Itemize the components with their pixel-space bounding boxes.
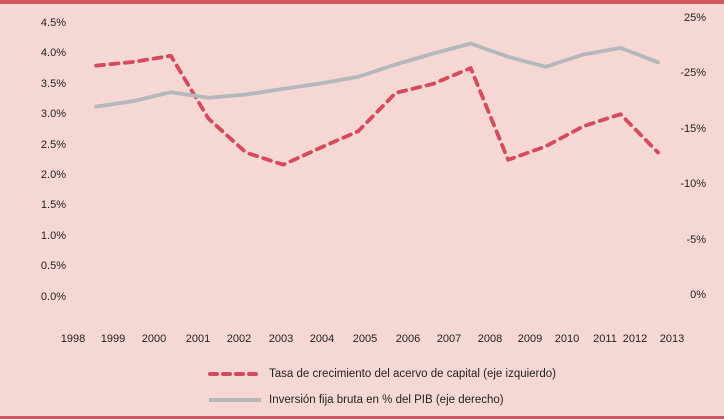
x-axis-tick-year: 2004 [309, 333, 335, 345]
top-accent-bar [0, 0, 724, 4]
x-axis-tick-year: 2006 [395, 333, 421, 345]
x-axis-tick-year: 1998 [60, 333, 86, 345]
legend-item-investment: Inversión fija bruta en % del PIB (eje d… [208, 393, 556, 407]
y-axis-tick-left: 0.0% [40, 290, 66, 303]
y-axis-tick-left: 1.5% [40, 199, 66, 212]
y-axis-tick-right: -10% [680, 178, 706, 191]
x-axis-tick-year: 2005 [352, 333, 378, 345]
legend-item-capital: Tasa de crecimiento del acervo de capita… [208, 367, 556, 381]
y-axis-tick-right: -15% [680, 122, 706, 135]
investment-line [94, 41, 660, 109]
x-axis-tick-year: 2000 [141, 333, 167, 345]
y-axis-tick-left: 0.5% [40, 260, 66, 273]
y-axis-tick-right: 25% [683, 12, 706, 24]
y-axis-tick-left: 4.5% [40, 17, 66, 29]
x-axis-tick-year: 2003 [268, 333, 294, 345]
legend-label-investment: Inversión fija bruta en % del PIB (eje d… [269, 393, 504, 406]
y-axis-tick-left: 2.0% [40, 169, 66, 181]
x-axis-tick-year: 2008 [477, 333, 503, 345]
bottom-accent-bar [0, 416, 724, 419]
x-axis-tick-year: 2002 [226, 333, 252, 345]
y-axis-tick-left: 2.5% [40, 138, 66, 151]
solid-line-swatch-icon [209, 398, 261, 402]
y-axis-tick-right: 0% [690, 289, 706, 301]
x-axis-tick-year: 2010 [554, 333, 580, 345]
x-axis-tick-year: 2013 [659, 333, 685, 345]
x-axis-tick-year: 1999 [100, 333, 126, 345]
x-axis-tick-year: 2001 [185, 333, 211, 345]
x-axis-tick-year: 2011 [593, 333, 617, 345]
x-axis-tick-year: 2009 [517, 333, 543, 345]
legend-label-capital: Tasa de crecimiento del acervo de capita… [269, 367, 557, 380]
y-axis-tick-right: -5% [686, 233, 706, 246]
y-axis-tick-right: -25% [680, 67, 706, 80]
y-axis-tick-left: 4.0% [40, 47, 66, 60]
dashed-line-swatch-icon [208, 372, 262, 376]
x-axis-tick-year: 2007 [436, 333, 462, 345]
y-axis-tick-left: 1.0% [40, 229, 66, 242]
legend: Tasa de crecimiento del acervo de capita… [208, 367, 556, 419]
capital-growth-line [94, 53, 660, 167]
y-axis-tick-left: 3.0% [40, 108, 66, 121]
y-axis-tick-left: 3.5% [40, 77, 66, 90]
x-axis-tick-year: 2012 [622, 333, 648, 345]
